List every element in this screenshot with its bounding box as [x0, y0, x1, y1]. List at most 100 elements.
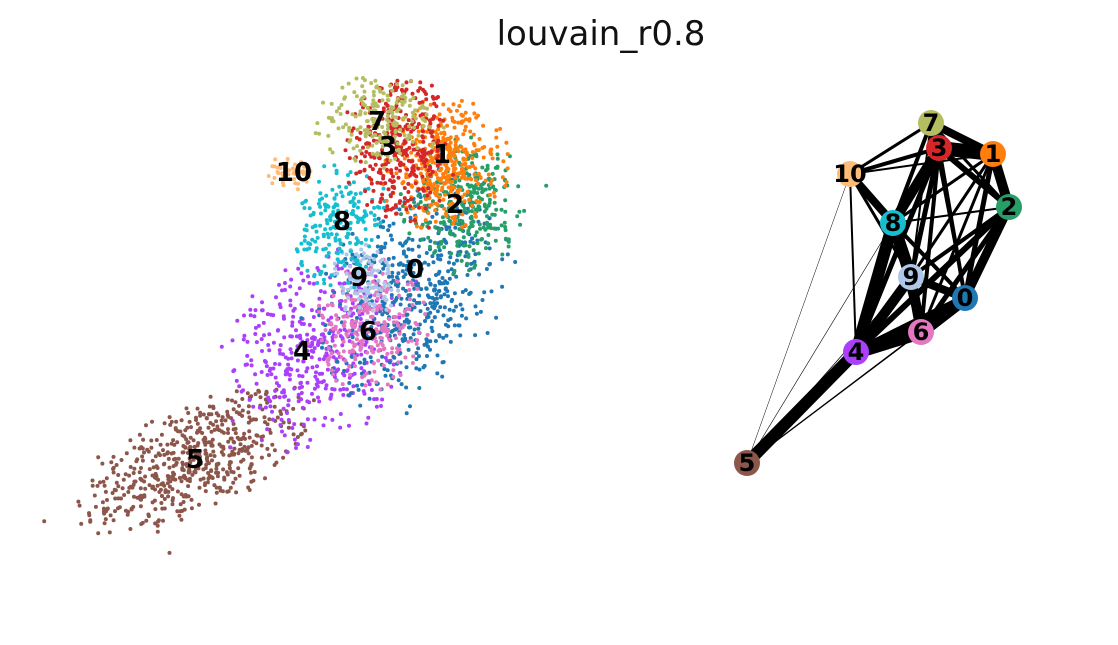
scatter-point	[367, 244, 372, 249]
scatter-point	[452, 291, 457, 296]
scatter-point	[341, 349, 346, 354]
scatter-point	[330, 303, 335, 308]
scatter-point	[279, 412, 284, 416]
scatter-point	[420, 112, 425, 117]
scatter-point	[116, 496, 121, 501]
scatter-point	[394, 171, 399, 176]
scatter-point	[380, 343, 385, 348]
scatter-point	[440, 215, 445, 220]
scatter-point	[273, 375, 278, 380]
scatter-point	[135, 457, 140, 462]
scatter-point	[248, 307, 253, 312]
scatter-point	[308, 169, 313, 174]
scatter-point	[316, 343, 320, 348]
node-10: 10	[833, 160, 866, 188]
scatter-point	[203, 448, 208, 453]
scatter-point	[348, 190, 353, 195]
scatter-point	[416, 193, 421, 198]
scatter-point	[344, 209, 349, 214]
scatter-point	[300, 263, 305, 268]
scatter-point	[111, 470, 116, 475]
scatter-point	[113, 509, 117, 514]
scatter-point	[421, 365, 426, 370]
scatter-point	[167, 550, 172, 555]
scatter-point	[228, 436, 233, 441]
scatter-point	[453, 139, 458, 144]
scatter-point	[301, 278, 306, 283]
scatter-point	[233, 400, 238, 405]
scatter-point	[383, 131, 388, 136]
scatter-point	[346, 295, 351, 300]
scatter-point	[247, 435, 252, 440]
scatter-point	[385, 126, 390, 131]
scatter-point	[462, 192, 467, 197]
scatter-point	[226, 431, 230, 435]
scatter-point	[421, 139, 426, 144]
scatter-point	[352, 344, 357, 349]
scatter-point	[355, 383, 359, 388]
scatter-point	[166, 494, 171, 499]
scatter-point	[346, 287, 350, 292]
scatter-point	[448, 219, 453, 224]
scatter-point	[417, 293, 422, 298]
scatter-point	[369, 181, 374, 186]
scatter-point	[430, 160, 435, 165]
scatter-point	[416, 88, 421, 93]
scatter-point	[214, 462, 219, 467]
scatter-point	[504, 180, 509, 185]
scatter-point	[495, 156, 500, 161]
scatter-point	[239, 389, 244, 394]
scatter-point	[385, 382, 390, 387]
scatter-point	[492, 194, 497, 199]
scatter-point	[214, 490, 219, 495]
scatter-point	[117, 505, 122, 510]
scatter-point	[373, 253, 378, 258]
scatter-point	[295, 358, 300, 363]
scatter-point	[165, 450, 170, 455]
scatter-point	[296, 266, 301, 271]
scatter-point	[176, 456, 181, 461]
scatter-point	[329, 315, 334, 320]
scatter-point	[265, 373, 270, 377]
scatter-point	[322, 290, 327, 295]
scatter-point	[205, 458, 210, 463]
scatter-point	[351, 204, 356, 208]
scatter-point	[203, 489, 208, 494]
scatter-point	[364, 150, 369, 154]
scatter-point	[251, 478, 256, 483]
scatter-point	[350, 328, 355, 333]
scatter-point	[259, 435, 264, 440]
scatter-point	[203, 442, 208, 447]
scatter-point	[403, 124, 408, 129]
scatter-point	[391, 278, 396, 283]
scatter-point	[290, 426, 295, 430]
scatter-point	[382, 263, 387, 268]
scatter-point	[484, 267, 489, 271]
scatter-points	[42, 76, 549, 555]
scatter-point	[365, 105, 370, 110]
scatter-point	[348, 170, 353, 175]
scatter-point	[265, 446, 270, 451]
scatter-point	[517, 209, 522, 214]
scatter-point	[444, 161, 449, 166]
scatter-point	[358, 347, 363, 352]
scatter-point	[152, 475, 157, 480]
scatter-point	[454, 274, 459, 279]
scatter-point	[314, 382, 319, 387]
scatter-point	[402, 156, 407, 161]
scatter-point	[393, 282, 398, 287]
scatter-point	[361, 102, 365, 107]
scatter-point	[397, 200, 402, 205]
scatter-point	[237, 411, 242, 416]
scatter-point	[403, 95, 408, 100]
edge-5-8	[746, 222, 894, 464]
scatter-point	[316, 201, 321, 206]
scatter-point	[296, 163, 301, 168]
scatter-point	[384, 198, 389, 203]
scatter-point	[449, 232, 453, 237]
scatter-point	[423, 119, 428, 123]
scatter-point	[358, 159, 363, 164]
scatter-point	[465, 273, 470, 277]
scatter-point	[390, 346, 395, 351]
